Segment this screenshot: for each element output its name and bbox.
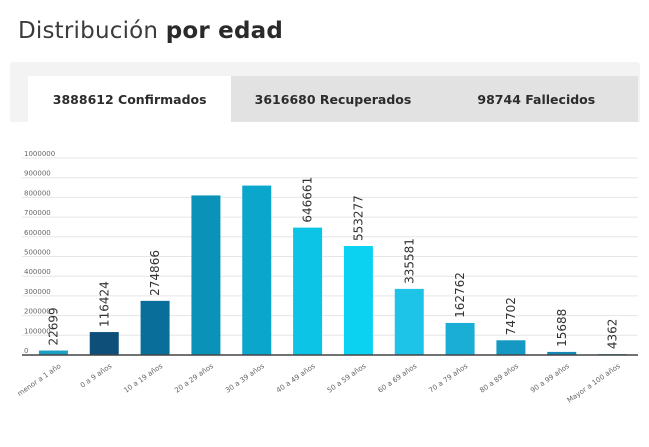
bar — [38, 350, 68, 355]
x-tick-label: menor a 1 año — [16, 362, 62, 398]
bar-value-label: 162762 — [453, 272, 467, 318]
bar — [242, 185, 272, 355]
y-tick-label: 700000 — [24, 209, 51, 217]
x-tick-label: 80 a 89 años — [478, 362, 520, 395]
page-title-bold: por edad — [165, 18, 283, 44]
tab-fallecidos[interactable]: 98744 Fallecidos — [477, 91, 596, 107]
page-title-regular: Distribución — [18, 18, 159, 44]
y-tick-label: 200000 — [24, 308, 51, 316]
x-tick-label: 40 a 49 años — [275, 362, 317, 395]
bar-value-label: 15688 — [555, 309, 569, 347]
bar-value-label: 274866 — [148, 250, 162, 296]
x-tick-label: 20 a 29 años — [173, 362, 215, 395]
y-tick-label: 900000 — [24, 170, 51, 178]
bar — [496, 340, 526, 355]
y-tick-label: 400000 — [24, 268, 51, 276]
y-tick-label: 1000000 — [24, 150, 55, 158]
y-tick-label: 300000 — [24, 288, 51, 296]
bar-value-label: 22699 — [46, 307, 60, 345]
tab-confirmados[interactable]: 3888612 Confirmados — [28, 76, 232, 122]
bar — [394, 288, 424, 355]
x-tick-label: 0 a 9 años — [79, 362, 114, 390]
bar — [293, 227, 323, 355]
bar — [547, 351, 577, 355]
bar-value-label: 335581 — [402, 238, 416, 284]
page-title: Distribución por edad — [18, 18, 283, 44]
y-tick-label: 800000 — [24, 189, 51, 197]
bar — [140, 300, 170, 355]
x-tick-label: 90 a 99 años — [529, 362, 571, 395]
bar-value-label: 4362 — [606, 319, 620, 350]
bar — [343, 246, 373, 355]
y-tick-label: 500000 — [24, 249, 51, 257]
bar-value-label: 74702 — [504, 297, 518, 335]
x-tick-label: 10 a 19 años — [122, 362, 164, 395]
bar-value-label: 646661 — [301, 177, 315, 223]
bar — [89, 332, 119, 355]
y-tick-label: 0 — [24, 347, 28, 355]
x-tick-label: 30 a 39 años — [224, 362, 266, 395]
y-tick-label: 600000 — [24, 229, 51, 237]
tab-bar: 3888612 Confirmados 3616680 Recuperados … — [28, 76, 638, 122]
tab-recuperados[interactable]: 3616680 Recuperados — [254, 91, 412, 107]
bar-value-label: 553277 — [351, 195, 365, 241]
y-tick-label: 100000 — [24, 327, 51, 335]
x-tick-label: 50 a 59 años — [326, 362, 368, 395]
x-tick-label: Mayor a 100 años — [566, 362, 622, 405]
bar — [445, 322, 475, 355]
bar-value-label: 116424 — [97, 281, 111, 327]
x-tick-label: 60 a 69 años — [377, 362, 419, 395]
bar — [191, 195, 221, 355]
chart-area — [10, 122, 640, 437]
x-tick-label: 70 a 79 años — [427, 362, 469, 395]
